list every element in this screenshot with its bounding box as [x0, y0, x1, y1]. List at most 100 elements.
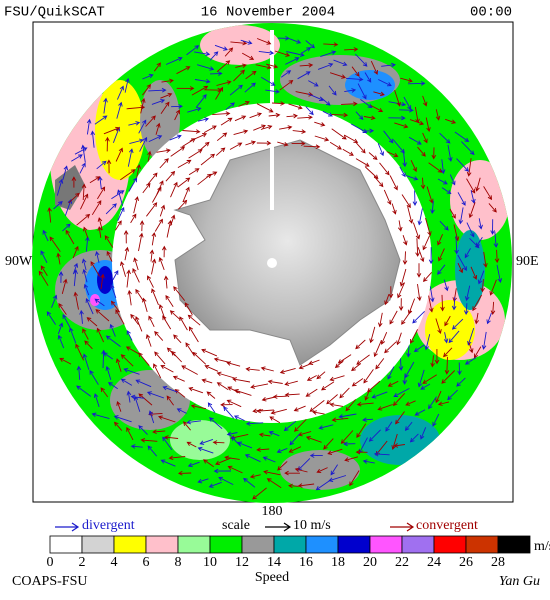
wind-arrow	[329, 141, 342, 150]
wind-arrow	[439, 132, 451, 144]
wind-arrow	[360, 99, 373, 109]
footer-left: COAPS-FSU	[12, 574, 87, 589]
wind-arrow	[274, 50, 291, 57]
wind-arrow	[475, 236, 483, 248]
wind-arrow	[58, 303, 67, 315]
wind-arrow	[51, 294, 58, 308]
wind-arrow	[490, 219, 495, 235]
wind-arrow	[82, 353, 90, 370]
wind-arrow	[189, 133, 208, 142]
wind-arrow	[466, 222, 475, 238]
wind-arrow	[146, 391, 165, 399]
wind-arrow	[355, 111, 364, 120]
wind-arrow	[120, 378, 133, 386]
wind-arrow	[83, 226, 89, 238]
wind-arrow	[443, 347, 453, 358]
wind-arrow	[47, 207, 52, 223]
wind-arrow	[478, 218, 483, 230]
wind-arrow	[345, 399, 356, 412]
wind-arrow	[186, 419, 202, 425]
wind-arrow	[305, 388, 318, 397]
wind-arrow	[258, 50, 275, 56]
wind-arrow	[440, 159, 446, 175]
wind-arrow	[401, 194, 411, 209]
wind-arrow	[225, 102, 235, 111]
wind-arrow	[100, 273, 105, 290]
wind-arrow	[166, 347, 176, 357]
wind-arrow	[126, 390, 132, 403]
wind-arrow	[338, 413, 357, 419]
wind-arrow	[437, 234, 444, 246]
wind-arrow	[288, 103, 303, 110]
wind-arrow	[432, 413, 440, 427]
wind-arrow	[191, 85, 209, 96]
wind-arrow	[326, 394, 338, 405]
wind-arrow	[49, 236, 61, 252]
wind-arrow	[107, 382, 118, 390]
wind-arrow	[159, 204, 166, 217]
wind-arrow	[110, 284, 117, 299]
wind-arrow	[362, 128, 375, 134]
wind-arrow	[396, 332, 402, 346]
wind-arrow	[249, 474, 261, 479]
wind-arrow	[241, 52, 255, 60]
wind-arrow	[387, 380, 399, 387]
colorbar-swatch	[337, 535, 371, 554]
wind-arrow	[233, 129, 249, 136]
wind-arrow	[142, 84, 151, 96]
wind-arrow	[232, 377, 251, 383]
divergent-label: divergent	[82, 518, 135, 533]
wind-arrow	[449, 208, 456, 219]
wind-arrow	[177, 177, 191, 188]
wind-arrow	[140, 437, 158, 443]
wind-arrow	[81, 258, 87, 271]
wind-arrow	[268, 431, 280, 437]
wind-arrow	[393, 443, 405, 448]
wind-arrow	[204, 364, 219, 372]
wind-arrow	[406, 345, 411, 358]
colorbar-swatch	[465, 535, 499, 554]
wind-arrow	[349, 470, 360, 487]
wind-arrow	[263, 469, 281, 476]
wind-arrow	[284, 380, 298, 386]
wind-arrow	[188, 168, 200, 176]
wind-arrow	[105, 335, 121, 347]
wind-arrow	[130, 444, 143, 449]
wind-arrow	[176, 86, 195, 91]
wind-arrow	[207, 402, 216, 413]
colorbar-tick-label: 6	[143, 555, 150, 570]
wind-arrow	[289, 38, 302, 44]
wind-arrow	[439, 220, 449, 231]
wind-arrow	[378, 79, 392, 87]
wind-arrow	[162, 436, 173, 451]
wind-arrow	[201, 348, 218, 357]
wind-arrow	[56, 178, 64, 196]
wind-arrow	[199, 438, 214, 445]
wind-arrow	[284, 470, 300, 476]
wind-arrow	[201, 378, 213, 384]
wind-arrow	[115, 358, 122, 372]
wind-arrow	[128, 121, 141, 126]
wind-arrow	[229, 84, 243, 96]
wind-arrow	[328, 85, 337, 96]
wind-arrow	[312, 410, 325, 415]
wind-arrow	[256, 38, 272, 45]
wind-arrow	[398, 298, 404, 311]
colorbar-tick-label: 12	[235, 555, 249, 570]
wind-arrow	[147, 172, 158, 185]
wind-arrow	[171, 350, 183, 363]
wind-arrow	[412, 190, 418, 207]
colorbar-tick-label: 28	[491, 555, 505, 570]
wind-arrow	[447, 389, 458, 401]
wind-arrow	[435, 390, 442, 404]
wind-arrow	[196, 64, 215, 71]
wind-arrow	[162, 245, 167, 258]
wind-arrow	[163, 275, 169, 289]
wind-arrow	[466, 178, 476, 194]
wind-arrow	[206, 171, 218, 178]
wind-arrow	[303, 144, 321, 150]
wind-arrow	[414, 409, 426, 416]
wind-arrow	[73, 269, 78, 287]
wind-arrow	[301, 47, 312, 54]
